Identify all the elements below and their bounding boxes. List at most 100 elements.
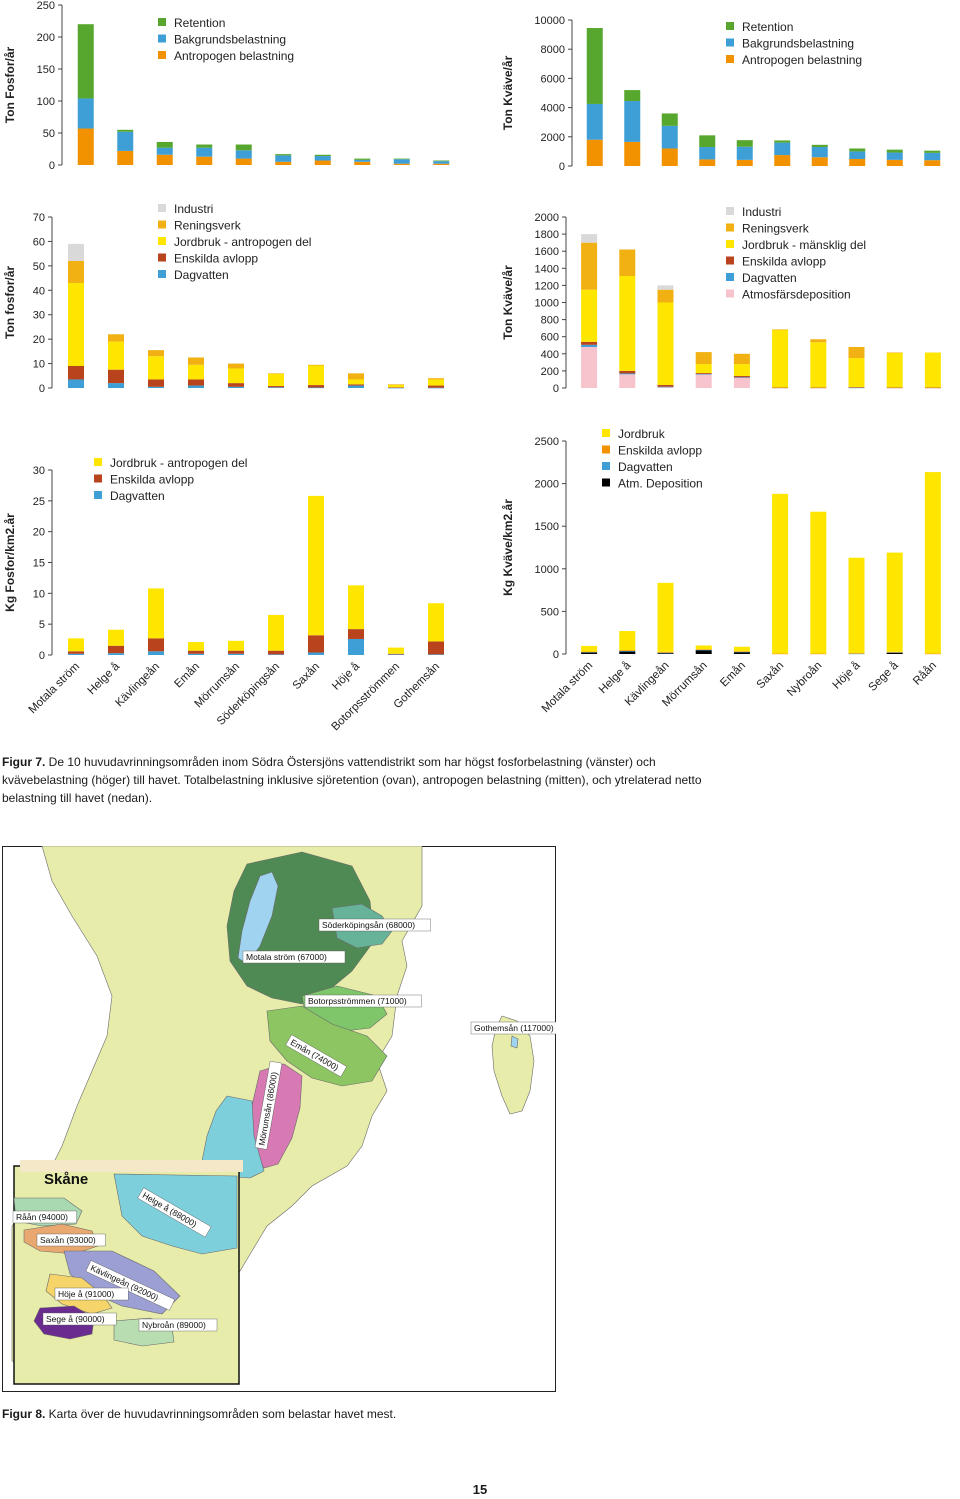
bar-kävlingeån-antropogen-belastning <box>156 154 173 165</box>
bar-höje-å-reningsverk <box>848 346 865 359</box>
bar-mörrumsån-dagvatten <box>695 373 712 375</box>
bar-motala-ström-jordbruk-antropogen-del <box>68 282 84 367</box>
bar-kävlingeån-retention <box>156 141 173 148</box>
legend-swatch-bakgrundsbelastning <box>726 38 734 47</box>
bar-gothemsån-enskilda-avlopp <box>428 385 444 388</box>
legend-label-bakgrundsbelastning: Bakgrundsbelastning <box>742 37 854 51</box>
y-tick-label: 250 <box>37 0 55 12</box>
bar-mörrumsån-jordbruk-mänsklig-del <box>695 364 712 374</box>
bar-mörrumsån-enskilda-avlopp <box>695 649 712 650</box>
bar-saxån-reningsverk <box>772 329 789 331</box>
y-tick-label: 6000 <box>541 73 565 85</box>
y-tick-label: 1600 <box>535 246 559 258</box>
bar-saxån-jordbruk-antropogen-del <box>308 365 324 386</box>
n-area-plot: 0 500 1000 1500 2000 2500 Kg Kväve/km2.år Motal… <box>501 427 941 715</box>
map-label-bg <box>318 918 431 932</box>
bar-höje-å-bakgrundsbelastning <box>354 159 371 162</box>
bar-kävlingeån-atmosfärsdeposition <box>657 387 674 388</box>
lake-gotland <box>510 1035 519 1049</box>
bar-saxån-jordbruk-antropogen-del <box>308 495 324 636</box>
y-tick-label: 10 <box>33 359 45 371</box>
legend-label-industri: Industri <box>742 205 781 219</box>
bar-sege-å-jordbruk <box>886 552 903 652</box>
legend-label-dagvatten: Dagvatten <box>174 268 229 282</box>
y-tick-label: 2000 <box>541 132 565 144</box>
bar-helge-å-jordbruk-antropogen-del <box>108 341 124 370</box>
bar-höje-å-bakgrundsbelastning <box>849 151 866 159</box>
bar-sege-å-enskilda-avlopp <box>886 387 903 389</box>
legend-swatch-antropogen-belastning <box>158 51 166 59</box>
bar-höje-å-retention <box>849 148 866 152</box>
bar-botorpsströmmen-enskilda-avlopp <box>388 387 404 388</box>
bar-helge-å-enskilda-avlopp <box>619 650 636 652</box>
bar-motala-ström-retention <box>586 28 603 104</box>
bar-höje-å-dagvatten <box>348 385 364 388</box>
bar-helge-å-enskilda-avlopp <box>619 370 636 374</box>
bar-motala-ström-dagvatten <box>581 344 598 347</box>
x-category-label: Sege å <box>867 659 902 694</box>
y-tick-label: 200 <box>541 366 559 378</box>
bar-emån-jordbruk <box>733 646 750 652</box>
bar-saxån-jordbruk <box>772 493 789 654</box>
bar-mörrumsån-jordbruk-antropogen-del <box>228 640 244 651</box>
bar-nybroån-enskilda-avlopp <box>810 653 827 655</box>
y-tick-label: 15 <box>33 558 45 570</box>
y-tick-label: 20 <box>33 527 45 539</box>
bar-helge-å-retention <box>117 129 134 132</box>
bar-motala-ström-enskilda-avlopp <box>68 651 84 654</box>
legend-swatch-retention <box>158 18 166 26</box>
bar-gothemsån-antropogen-belastning <box>433 163 450 165</box>
map-label-text: Nybroån (89000) <box>142 1320 206 1330</box>
page-number: 15 <box>472 1482 488 1497</box>
legend-swatch-enskilda-avlopp <box>726 256 734 265</box>
bar-höje-å-dagvatten <box>348 638 364 655</box>
figure-8-text: Karta över de huvudavrinningsområden som… <box>45 1407 397 1421</box>
bar-saxån-enskilda-avlopp <box>308 385 324 388</box>
bar-kävlingeån-dagvatten <box>657 386 674 388</box>
y-tick-label: 1000 <box>535 298 559 310</box>
legend-label-dagvatten: Dagvatten <box>742 271 797 285</box>
bar-söderköpingsån-dagvatten <box>268 654 284 655</box>
y-tick-label: 40 <box>33 285 45 297</box>
x-category-label: Emån <box>718 660 748 690</box>
bar-råån-antropogen-belastning <box>924 160 941 166</box>
y-tick-label: 0 <box>39 650 45 662</box>
y-tick-label: 1500 <box>535 521 559 533</box>
n-anthro-plot: 0 200 400 600 800 1000 1200 1400 1600 1800 2000 Ton… <box>501 205 941 395</box>
y-tick-label: 20 <box>33 334 45 346</box>
map-label-bg <box>12 1210 77 1224</box>
chart-phosphorus-total-svg: 0 50 100 150 200 250 Ton Fosfor/år Retention Bak… <box>3 0 450 172</box>
bar-helge-å-dagvatten <box>619 651 636 652</box>
x-category-label: Motala ström <box>27 661 82 716</box>
legend-swatch-dagvatten <box>726 273 734 281</box>
map-label-bg <box>54 1287 129 1301</box>
bar-saxån-retention <box>774 140 791 143</box>
bar-kävlingeån-enskilda-avlopp <box>148 379 164 387</box>
bar-motala-ström-enskilda-avlopp <box>68 366 84 380</box>
bar-saxån-retention <box>314 154 331 157</box>
chart-nitrogen-anthropogenic: 0 200 400 600 800 1000 1200 1400 1600 1800 2000 Ton… <box>498 204 960 400</box>
figure-8-label: Figur 8. <box>2 1407 46 1421</box>
bar-kävlingeån-enskilda-avlopp <box>148 638 164 652</box>
bar-kävlingeån-dagvatten <box>148 651 164 655</box>
bar-gothemsån-enskilda-avlopp <box>428 641 444 655</box>
bar-motala-ström-industri <box>581 234 598 243</box>
bar-mörrumsån-reningsverk <box>695 352 712 365</box>
bar-helge-å-dagvatten <box>108 383 124 388</box>
bar-råån-enskilda-avlopp <box>924 653 941 655</box>
bar-botorpsströmmen-antropogen-belastning <box>393 163 410 165</box>
legend-swatch-dagvatten <box>602 462 610 470</box>
bar-botorpsströmmen-dagvatten <box>388 654 404 655</box>
bar-emån-retention <box>736 140 753 147</box>
legend-label-jordbruk-antropogen-del: Jordbruk - antropogen del <box>110 456 247 470</box>
bar-helge-å-jordbruk-mänsklig-del <box>619 275 636 371</box>
bar-mörrumsån-bakgrundsbelastning <box>235 150 252 159</box>
legend-label-reningsverk: Reningsverk <box>742 222 810 236</box>
legend-label-dagvatten: Dagvatten <box>618 460 673 474</box>
bar-söderköpingsån-enskilda-avlopp <box>268 650 284 655</box>
bar-höje-å-enskilda-avlopp <box>848 653 865 654</box>
bar-saxån-enskilda-avlopp <box>772 653 789 655</box>
bar-emån-jordbruk-antropogen-del <box>188 364 204 380</box>
map-label-text: Gothemsån (117000) <box>474 1023 554 1033</box>
bar-kävlingeån-retention <box>661 113 678 126</box>
